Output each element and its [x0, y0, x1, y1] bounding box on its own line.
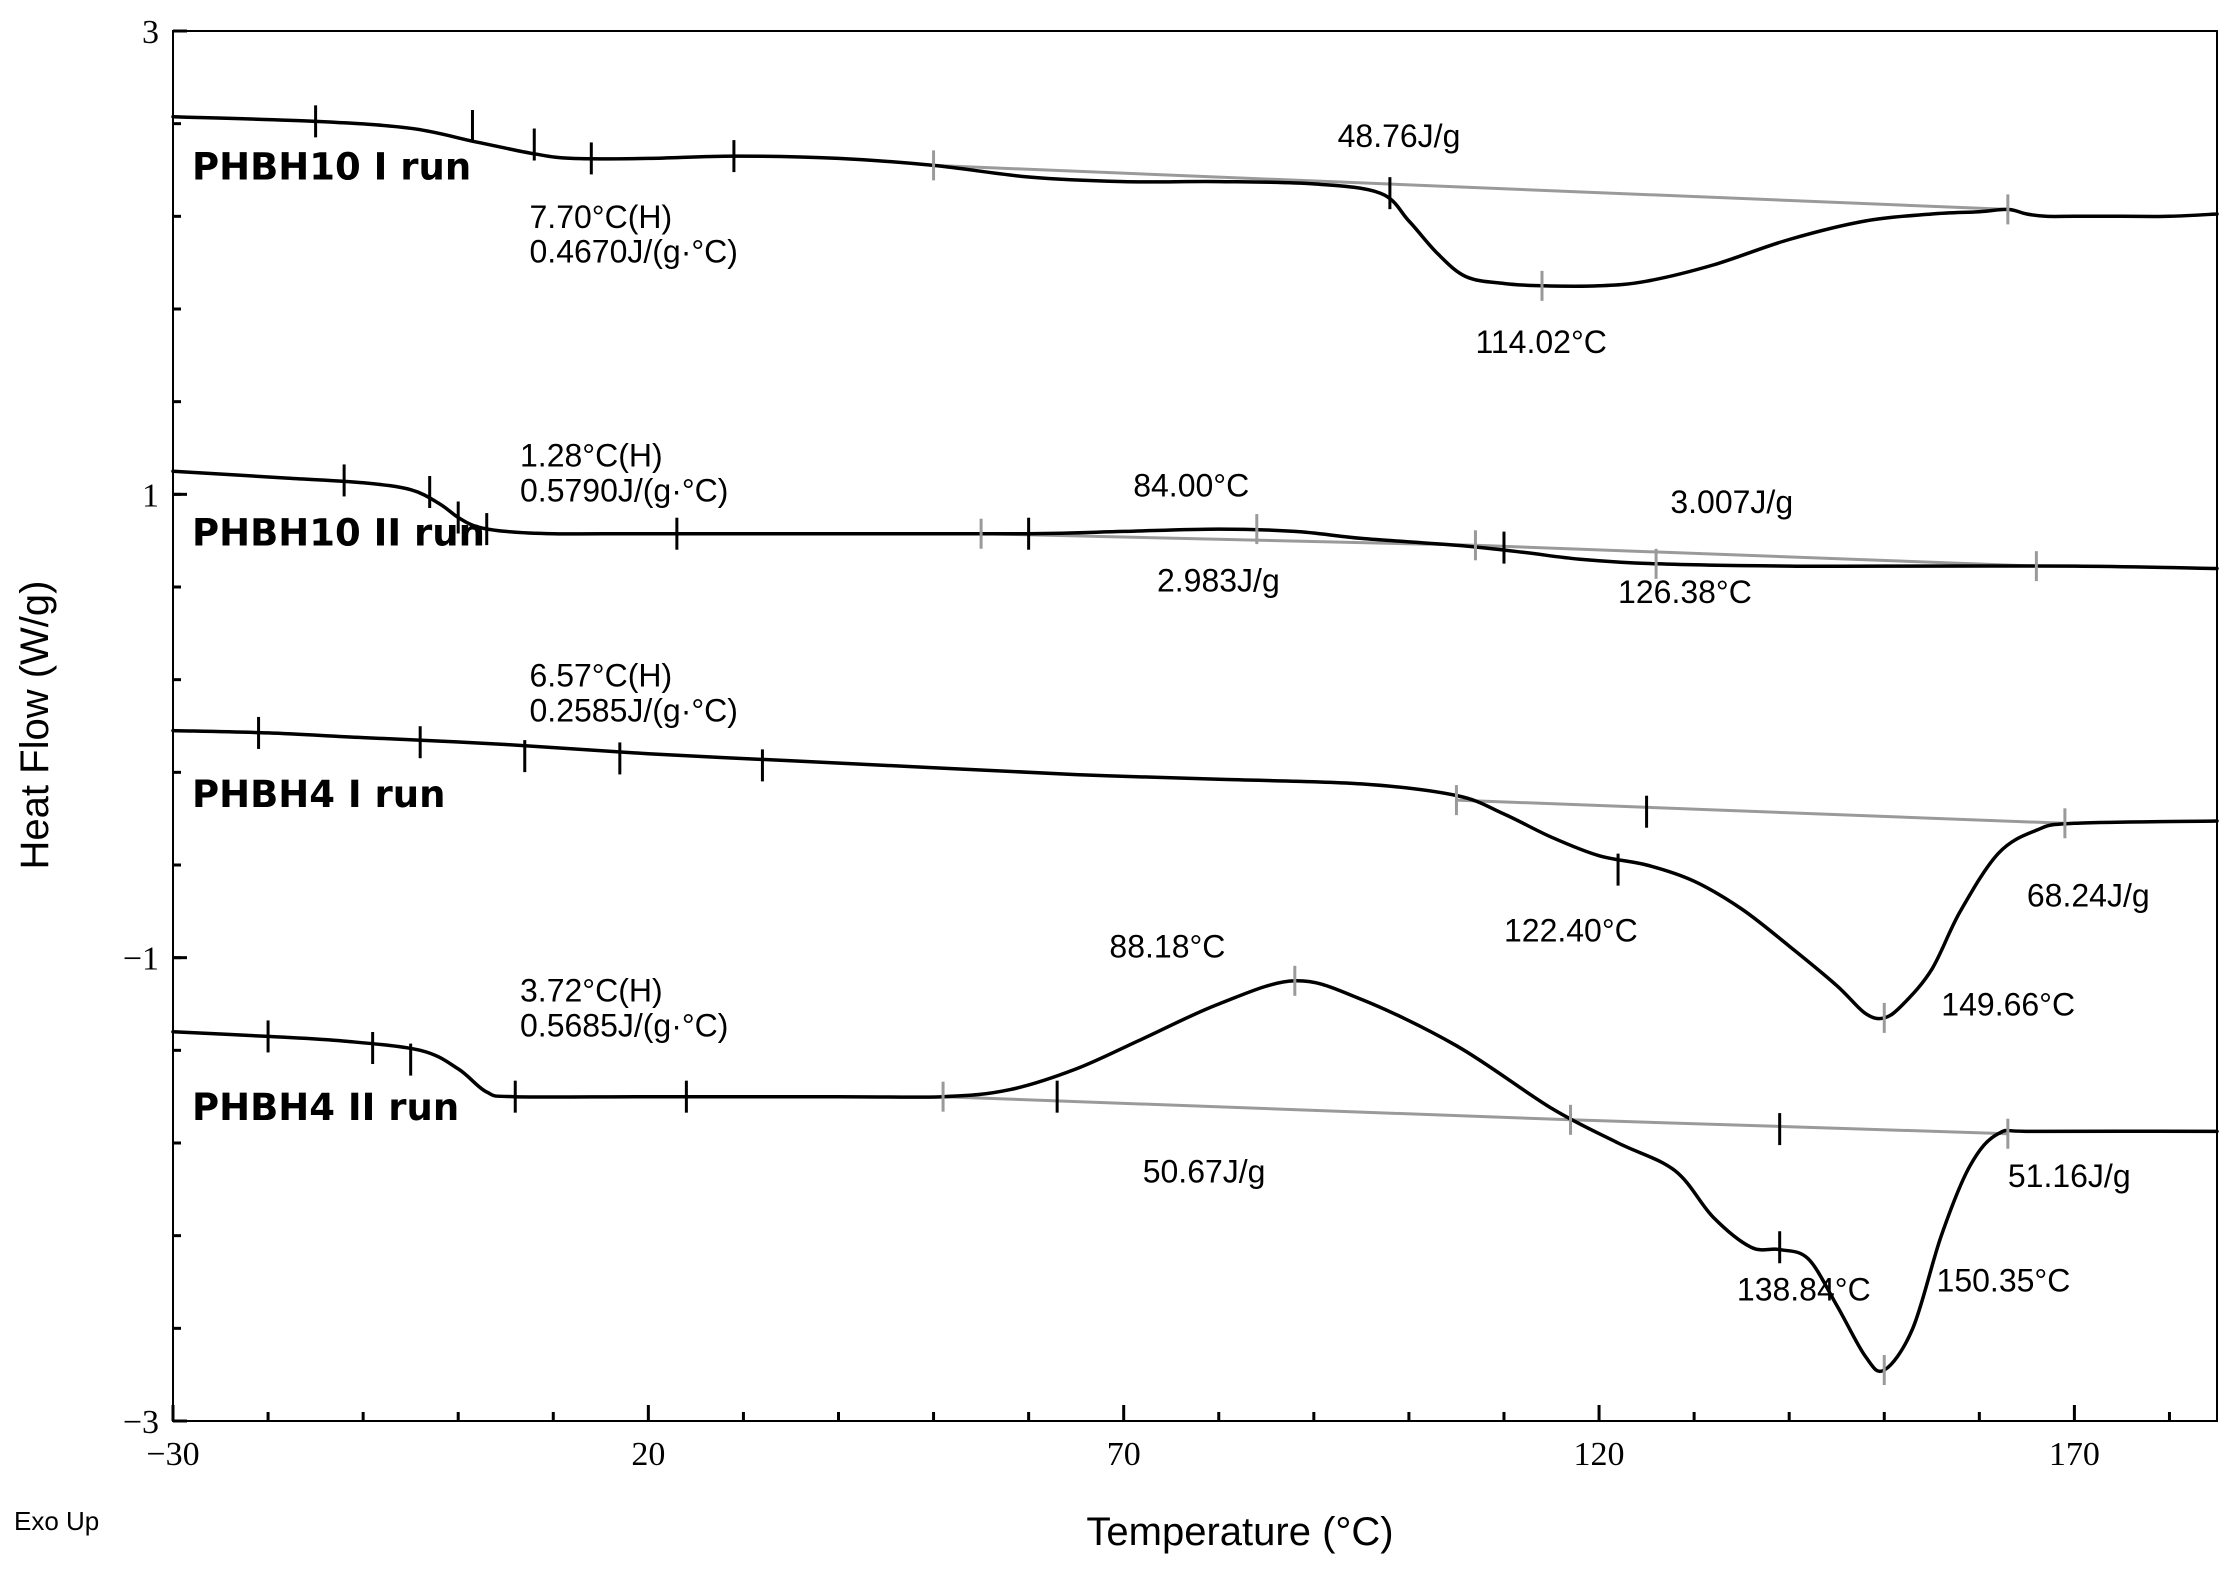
axis-ticks-layer — [171, 29, 2171, 1423]
series-label: PHBH10 I run — [192, 145, 471, 188]
x-tick-label: 170 — [2049, 1436, 2100, 1473]
y-axis-title: Heat Flow (W/g) — [13, 581, 57, 870]
annotation-label: 51.16J/g — [2008, 1158, 2131, 1194]
series-label: PHBH4 I run — [192, 773, 445, 816]
annotation-label: 88.18°C — [1109, 929, 1225, 965]
y-tick-label: 3 — [142, 14, 159, 51]
x-tick-label: 120 — [1574, 1436, 1625, 1473]
annotation-label: 138.84°C — [1737, 1272, 1871, 1308]
annotation-label: 3.72°C(H) — [520, 973, 663, 1009]
annotation-label: 126.38°C — [1618, 574, 1752, 610]
series-curve — [171, 979, 2219, 1374]
integration-baseline — [1456, 798, 2065, 825]
x-axis-title: Temperature (°C) — [1086, 1510, 1393, 1554]
annotation-label: 50.67J/g — [1143, 1153, 1266, 1189]
x-tick-label: 20 — [631, 1436, 665, 1473]
annotation-label: 122.40°C — [1504, 912, 1638, 948]
annotation-label: 114.02°C — [1475, 324, 1606, 360]
series-labels-layer: PHBH10 I run PHBH10 II run PHBH4 I run PHBH… — [192, 145, 485, 1129]
annotation-label: 0.5790J/(g·°C) — [520, 472, 728, 508]
series-label: PHBH10 II run — [192, 511, 485, 554]
series-curve — [171, 728, 2219, 1021]
x-tick-label: −30 — [146, 1436, 199, 1473]
y-tick-label: 1 — [142, 477, 159, 514]
annotations-layer: 7.70°C(H)0.4670J/(g·°C) 48.76J/g 114.02°C 1… — [520, 118, 2150, 1308]
annotation-label: 7.70°C(H) — [530, 199, 673, 235]
y-tick-label: −1 — [123, 941, 159, 978]
x-tick-label: 70 — [1107, 1436, 1141, 1473]
series-curve — [171, 469, 2219, 571]
marks-layer — [257, 105, 2067, 1386]
exo-up-label: Exo Up — [14, 1506, 99, 1536]
annotation-label: 1.28°C(H) — [520, 438, 663, 474]
annotation-label: 84.00°C — [1133, 468, 1249, 504]
integration-baseline — [933, 163, 2008, 211]
tick-labels-layer: −30 20 70 120 170 3 1 −1 −3 — [123, 14, 2100, 1473]
annotation-label: 0.2585J/(g·°C) — [530, 692, 738, 728]
annotation-label: 0.5685J/(g·°C) — [520, 1007, 728, 1043]
plot-frame — [172, 30, 2218, 1422]
baselines-layer — [933, 163, 2065, 1136]
annotation-label: 6.57°C(H) — [530, 658, 673, 694]
annotation-label: 0.4670J/(g·°C) — [530, 234, 738, 270]
annotation-label: 3.007J/g — [1670, 484, 1793, 520]
y-tick-label: −3 — [123, 1404, 159, 1441]
series-label: PHBH4 II run — [192, 1086, 459, 1129]
series-curve — [171, 114, 2219, 289]
annotation-label: 48.76J/g — [1338, 118, 1461, 154]
annotation-label: 68.24J/g — [2027, 878, 2150, 914]
annotation-label: 149.66°C — [1941, 987, 2075, 1023]
annotation-label: 2.983J/g — [1157, 563, 1280, 599]
annotation-label: 150.35°C — [1937, 1262, 2071, 1298]
integration-baseline — [943, 1095, 2008, 1136]
